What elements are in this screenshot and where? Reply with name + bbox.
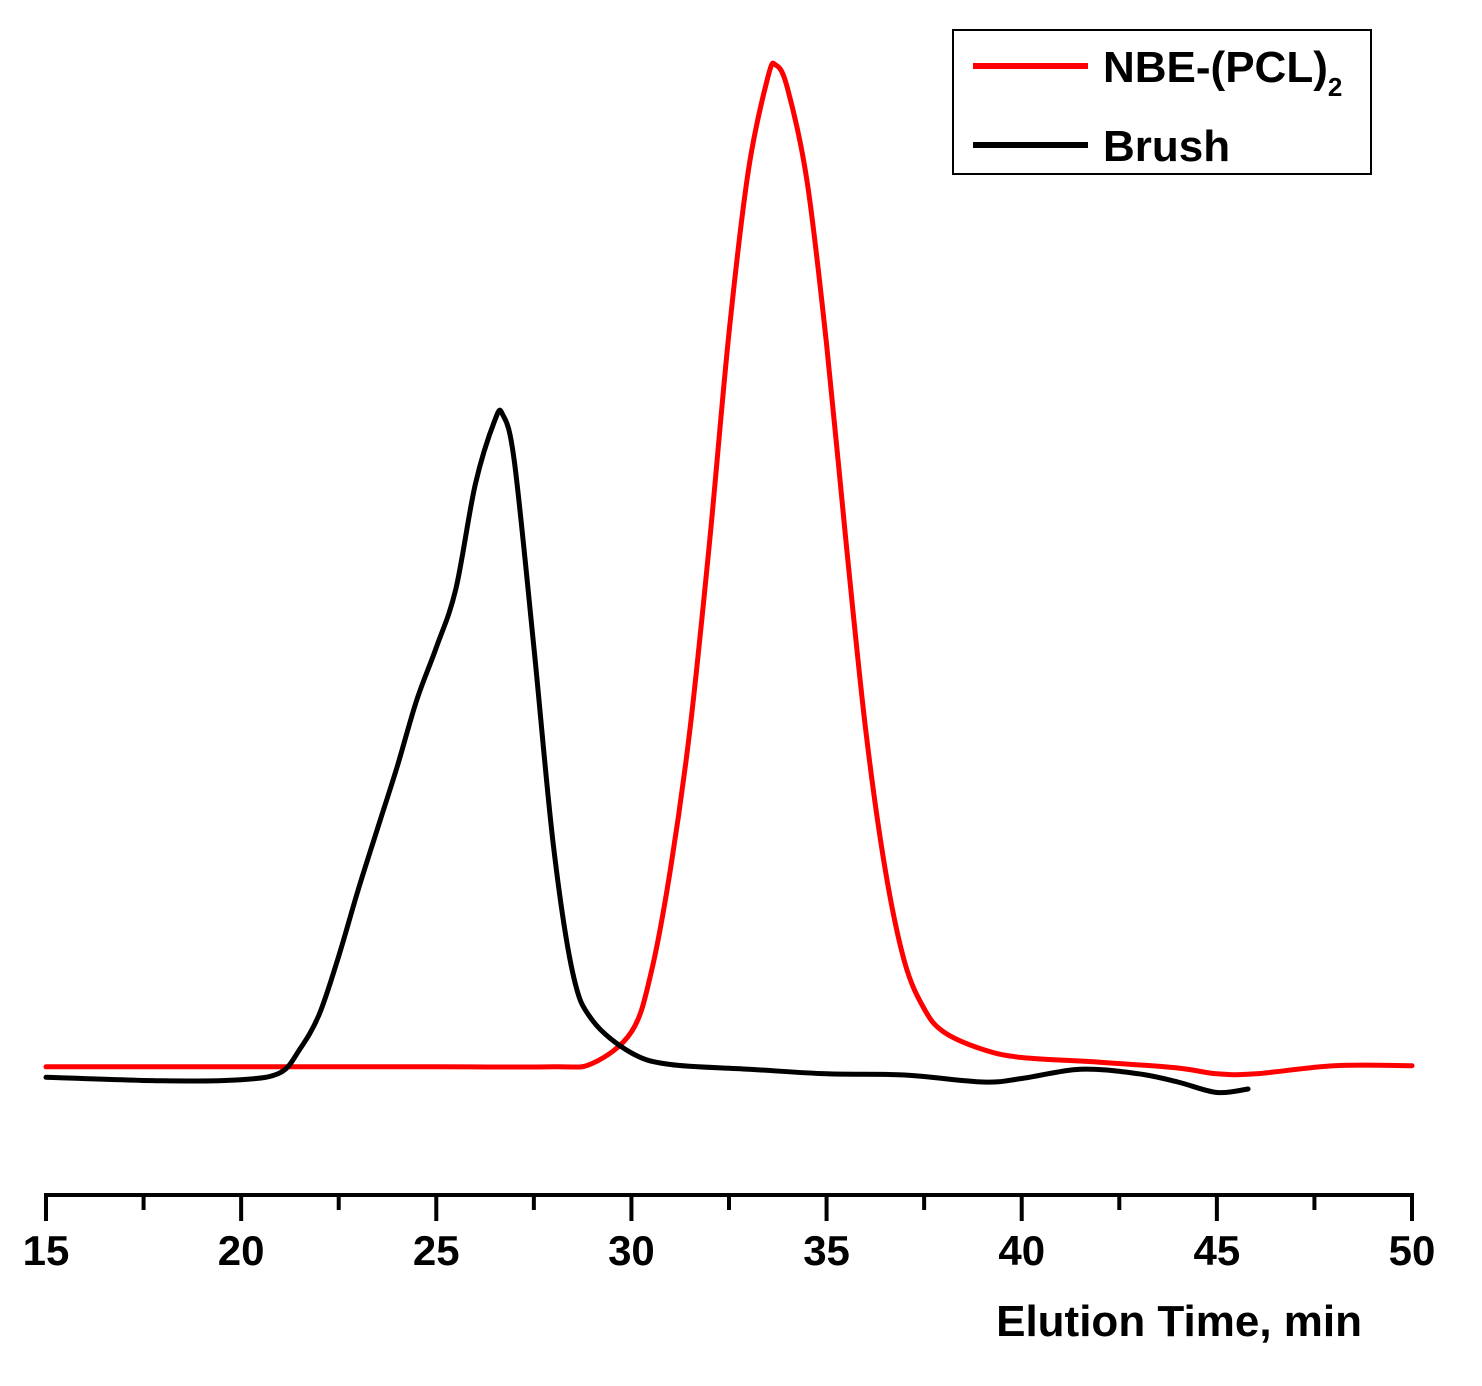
x-tick-label: 40 <box>998 1227 1045 1274</box>
x-tick-label: 15 <box>23 1227 70 1274</box>
series-line-brush <box>43 407 1251 1096</box>
x-tick-label: 35 <box>803 1227 850 1274</box>
legend-label-brush: Brush <box>1103 122 1230 171</box>
series-layer <box>43 60 1415 1096</box>
x-tick-labels: 15 20 25 30 35 40 45 50 <box>23 1227 1436 1274</box>
x-tick-label: 30 <box>608 1227 655 1274</box>
legend: NBE-(PCL)2 Brush <box>952 29 1372 175</box>
legend-box <box>952 29 1372 175</box>
series-line-nbe-pcl-2 <box>43 60 1415 1078</box>
x-tick-label: 20 <box>218 1227 265 1274</box>
legend-label-nbe-pcl2: NBE-(PCL)2 <box>1103 43 1342 102</box>
x-axis: 15 20 25 30 35 40 45 50 <box>23 1193 1436 1274</box>
x-tick-label: 25 <box>413 1227 460 1274</box>
x-ticks <box>44 1193 1414 1221</box>
legend-label-nbe-pcl2-subscript: 2 <box>1328 72 1342 102</box>
x-tick-label: 50 <box>1389 1227 1436 1274</box>
legend-label-nbe-pcl2-main: NBE-(PCL) <box>1103 43 1328 92</box>
x-axis-title: Elution Time, min <box>996 1297 1362 1346</box>
x-tick-label: 45 <box>1193 1227 1240 1274</box>
